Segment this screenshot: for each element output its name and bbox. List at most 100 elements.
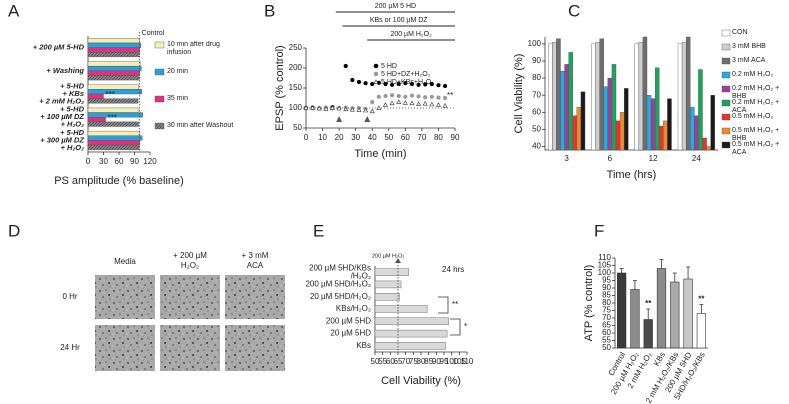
category-label: + H₂O₂ — [61, 120, 85, 129]
x-tick-label: 20 — [335, 133, 344, 142]
legend-box: 30 min after Washout — [167, 122, 233, 129]
bracket — [450, 318, 461, 336]
row-label: 0 Hr — [62, 292, 77, 301]
legend-swatch — [154, 95, 165, 103]
treatment-label: 200 µM H₂O₂ — [390, 31, 432, 38]
legend-label: 20 min — [167, 68, 189, 75]
y-tick-label: 50 — [293, 123, 302, 132]
bar — [670, 281, 680, 349]
legend-swatch — [721, 113, 731, 121]
point — [310, 105, 316, 110]
bar — [87, 65, 142, 72]
point — [396, 99, 402, 104]
point — [336, 105, 342, 111]
legend-box: 10 min after drug infusion — [167, 41, 220, 56]
legend-label: 0.2 mM H₂O₂ + ACA — [732, 99, 780, 114]
bar — [87, 89, 142, 95]
point — [429, 94, 434, 99]
bar — [374, 329, 448, 338]
x-tick-label: 50 — [384, 133, 393, 142]
legend-label: 35 min — [167, 95, 189, 102]
point — [363, 81, 368, 86]
panel-letter: F — [594, 221, 604, 240]
point — [423, 95, 428, 100]
x-tick-label: 75 — [409, 357, 418, 366]
legend-swatch — [154, 41, 165, 49]
x-tick-label: 90 — [130, 157, 139, 166]
bracket — [438, 296, 449, 314]
bar — [374, 280, 402, 289]
legend-marker — [373, 79, 379, 84]
point — [409, 81, 415, 87]
point — [429, 101, 435, 107]
bar — [595, 41, 600, 151]
x-tick-label: 30 — [351, 133, 360, 142]
bar — [87, 38, 140, 44]
bar — [677, 43, 683, 151]
legend-swatch — [721, 85, 731, 93]
arrow-marker — [364, 116, 371, 122]
legend-label: 0.2 mM H₂O₂ — [732, 71, 774, 78]
legend-box: 0.5 mM H₂O₂ + ACA — [732, 141, 779, 156]
x-tick-label: 0 — [86, 157, 91, 166]
bar — [87, 98, 139, 104]
x-axis-label: Time (hrs) — [607, 169, 657, 181]
legend-label: 5 HD — [381, 63, 397, 70]
category-label: + 300 µM DZ — [40, 135, 84, 144]
legend-label: CON — [732, 29, 748, 36]
x-tick-label: 80 — [417, 357, 426, 366]
column-label: Media — [114, 257, 136, 266]
bar — [87, 84, 139, 90]
category-label: KBs/H₂O₂ — [336, 304, 371, 313]
legend-marker — [373, 71, 379, 77]
significance: ** — [447, 91, 453, 100]
y-tick-label: 85 — [602, 291, 611, 300]
category-label: 200 µM 5HD/KBs — [309, 263, 371, 272]
x-tick-label: 60 — [115, 157, 124, 166]
point — [369, 108, 375, 114]
point — [442, 102, 448, 108]
bar — [667, 98, 672, 151]
legend-label: 5 HD+DZ+H₂O₂ — [381, 71, 431, 78]
x-tick-label: 70 — [417, 133, 426, 142]
row-label: 24 Hr — [60, 343, 80, 352]
bar — [638, 41, 644, 151]
bar — [374, 317, 449, 325]
point — [370, 81, 375, 87]
panel-letter: C — [568, 1, 580, 20]
bar — [564, 64, 569, 151]
point — [416, 94, 421, 99]
significance: *** — [106, 90, 115, 99]
category-label: + KBs — [63, 89, 84, 98]
point — [403, 94, 408, 99]
bar — [591, 43, 596, 151]
point — [403, 81, 408, 86]
bar — [576, 106, 582, 151]
bar — [642, 36, 648, 151]
y-tick-label: 110 — [598, 253, 611, 262]
y-tick-label: 100 — [289, 103, 303, 112]
y-tick-label: 70 — [602, 313, 611, 322]
legend-label: 3 mM BHB — [732, 43, 766, 50]
panel-letter: D — [8, 221, 20, 240]
bar — [630, 289, 640, 349]
bar — [374, 293, 400, 301]
bar — [646, 95, 652, 151]
legend-box: 0.5 mM H₂O₂ + BHB — [732, 127, 779, 142]
reference-label: Control — [142, 30, 165, 37]
legend-label: 0.5 mM H₂O₂ — [732, 113, 774, 120]
error-bar — [699, 304, 704, 314]
bar — [87, 61, 141, 67]
legend-swatch — [721, 71, 731, 79]
micrograph — [95, 275, 155, 319]
column-label: ACA — [247, 261, 264, 270]
bar — [87, 112, 143, 118]
treatment-label: KBs or 100 µM DZ — [370, 17, 428, 24]
x-tick-label: 12 — [649, 154, 658, 163]
bar — [87, 75, 140, 81]
y-tick-label: 90 — [602, 283, 611, 292]
category-label: KBs — [356, 341, 371, 350]
bar — [710, 95, 715, 151]
